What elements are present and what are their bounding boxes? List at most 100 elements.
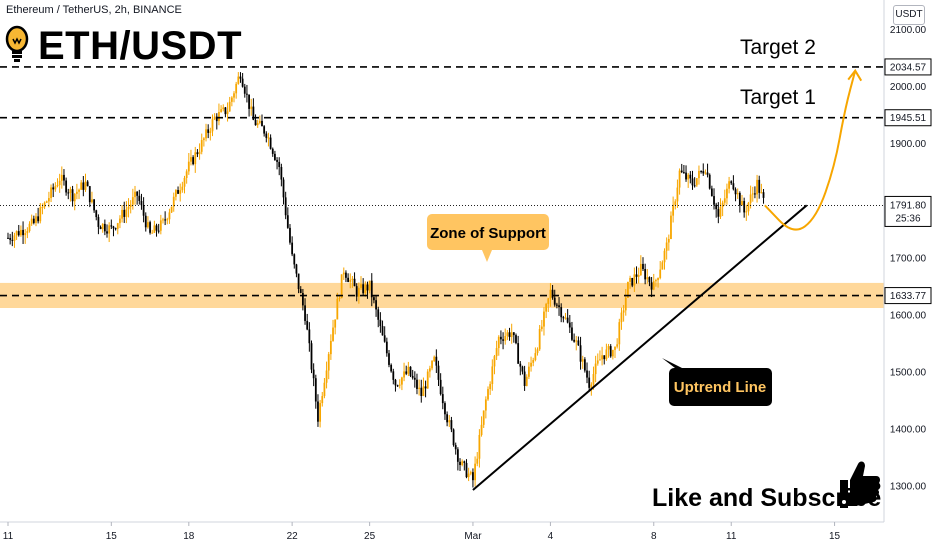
candle-down [373, 297, 375, 301]
candle-up [736, 192, 739, 195]
current-price-tag-box [884, 195, 932, 227]
candle-up [637, 275, 640, 277]
candle-down [263, 126, 266, 134]
candle-up [667, 238, 670, 243]
candle-down [297, 273, 300, 290]
candle-down [558, 305, 560, 308]
candle-up [581, 359, 584, 362]
candle-down [409, 366, 412, 376]
candle-down [734, 189, 737, 195]
candle-down [106, 231, 108, 234]
candle-down [713, 196, 715, 205]
candle-down [392, 371, 395, 380]
candle-down [424, 386, 427, 389]
candle-down [562, 317, 565, 319]
candle-up [116, 223, 119, 229]
candle-up [101, 223, 104, 230]
y-tick-label: 2000.00 [890, 82, 927, 93]
candle-up [534, 353, 537, 361]
candle-down [715, 204, 718, 210]
candle-up [91, 199, 93, 203]
candle-up [726, 188, 728, 199]
x-tick-label: Mar [464, 531, 482, 542]
candle-down [192, 157, 195, 165]
candle-up [478, 434, 481, 459]
candle-up [695, 178, 698, 186]
candle-down [269, 137, 272, 149]
candle-down [644, 269, 647, 280]
candle-up [334, 319, 337, 328]
candle-down [252, 106, 255, 120]
candle-up [129, 204, 132, 207]
candle-down [284, 197, 287, 216]
candle-up [256, 123, 259, 126]
candle-up [543, 311, 545, 327]
candle-up [168, 212, 171, 220]
candle-up [525, 376, 528, 386]
candle-down [306, 320, 309, 330]
candle-down [362, 284, 365, 294]
candle-up [357, 287, 360, 297]
candle-up [80, 182, 83, 190]
candle-down [515, 335, 517, 344]
candle-up [401, 377, 403, 385]
candle-down [642, 263, 644, 270]
candle-down [700, 170, 703, 172]
candle-up [620, 312, 623, 323]
candle-down [304, 305, 306, 321]
candle-down [379, 319, 382, 326]
x-tick-label: 18 [183, 531, 195, 542]
candle-up [108, 225, 111, 234]
candle-up [174, 190, 177, 197]
candle-up [422, 386, 425, 397]
candle-up [618, 322, 621, 345]
candle-down [738, 192, 741, 206]
projection-curve [764, 70, 857, 231]
candle-down [512, 332, 515, 336]
candle-up [84, 181, 87, 190]
candle-up [183, 177, 186, 187]
candle-up [607, 346, 610, 350]
candle-up [659, 269, 662, 278]
candle-up [267, 137, 270, 139]
candle-down [631, 277, 634, 286]
candle-down [706, 172, 709, 175]
candle-up [58, 180, 61, 186]
candle-up [319, 403, 322, 422]
thumbs-up-icon[interactable] [840, 461, 881, 508]
candle-up [351, 278, 354, 280]
candle-down [67, 192, 70, 194]
candle-down [86, 181, 89, 187]
candle-up [15, 231, 18, 236]
candle-down [385, 341, 388, 354]
candle-down [555, 304, 558, 306]
candle-up [258, 120, 261, 124]
support-callout-pointer [482, 250, 492, 262]
candle-down [271, 148, 274, 154]
candle-down [224, 107, 227, 115]
y-tick-label: 1400.00 [890, 424, 927, 435]
candle-down [65, 180, 68, 193]
candle-down [301, 293, 304, 306]
price-unit-button[interactable]: USDT [893, 5, 925, 25]
candle-up [431, 360, 433, 369]
candle-up [530, 362, 532, 367]
candle-down [416, 379, 418, 389]
candle-down [123, 209, 126, 217]
candle-down [743, 201, 746, 213]
candle-up [73, 193, 76, 202]
candle-up [428, 368, 431, 372]
candle-up [220, 109, 222, 112]
candle-up [532, 360, 535, 363]
candle-up [50, 187, 52, 199]
candle-down [450, 420, 453, 430]
uptrend-callout-pointer [662, 358, 682, 368]
candle-up [547, 298, 550, 304]
candle-down [762, 192, 765, 198]
candle-up [211, 119, 214, 132]
candle-down [289, 227, 291, 243]
candle-down [523, 371, 526, 386]
candle-up [704, 172, 707, 174]
candle-up [153, 225, 156, 233]
candle-down [286, 215, 289, 228]
